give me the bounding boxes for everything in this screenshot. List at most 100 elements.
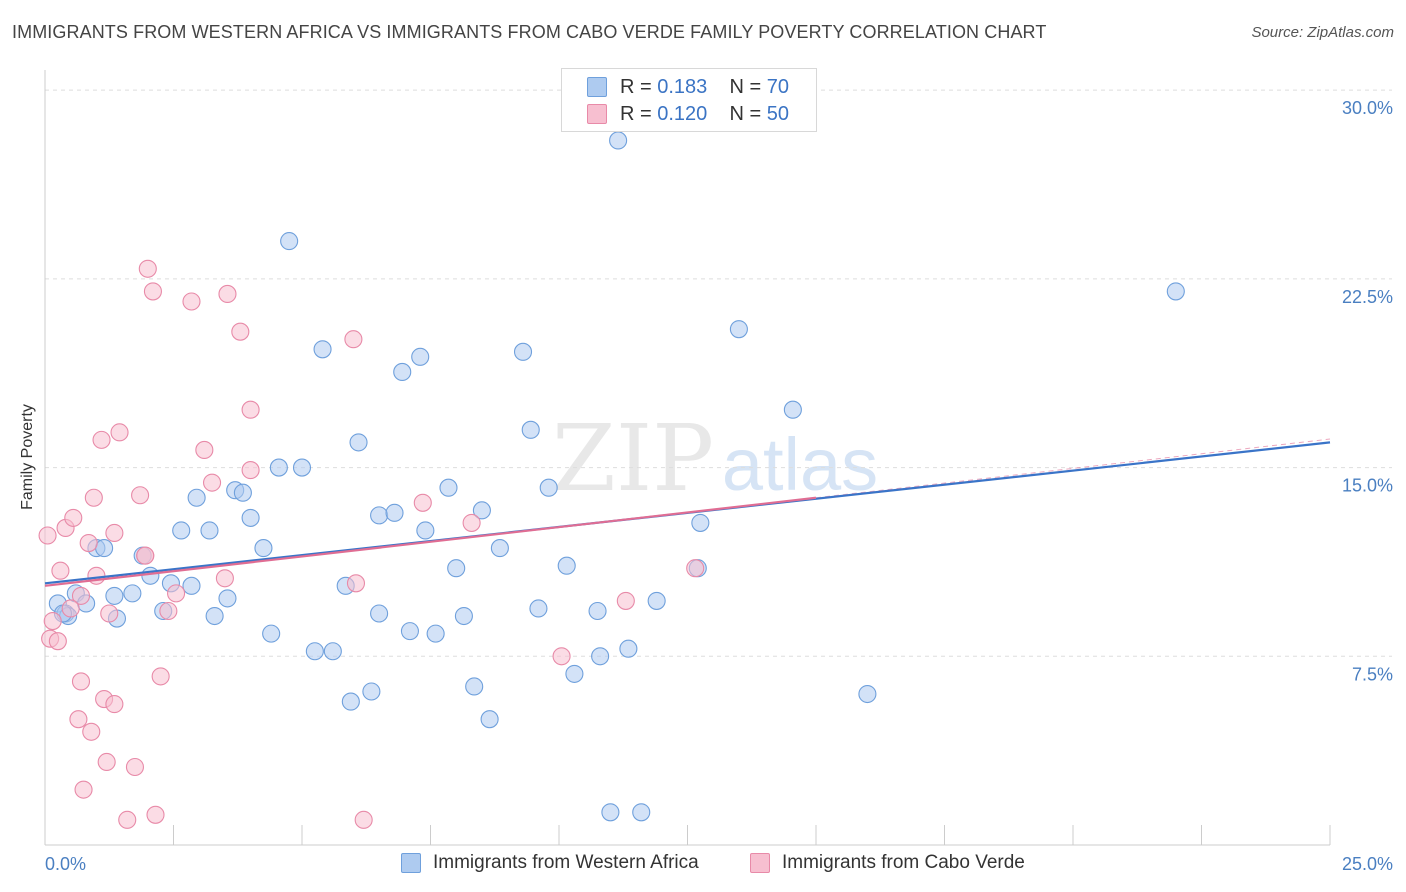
legend-label-western-africa: Immigrants from Western Africa [433, 852, 699, 873]
point-western-africa [370, 604, 389, 623]
point-cabo-verde [43, 612, 62, 631]
watermark-atlas: atlas [722, 423, 878, 506]
point-western-africa [647, 591, 666, 610]
y-tick-label: 30.0% [1342, 98, 1393, 118]
point-cabo-verde [344, 330, 363, 349]
point-western-africa [123, 584, 142, 603]
watermark: ZIP atlas [552, 405, 878, 512]
point-cabo-verde [552, 647, 571, 666]
legend-item-western-africa[interactable]: Immigrants from Western Africa [401, 852, 699, 874]
point-cabo-verde [71, 672, 91, 691]
point-western-africa [426, 624, 445, 643]
point-cabo-verde [203, 473, 222, 492]
point-cabo-verde [71, 586, 91, 605]
grid [45, 89, 1392, 657]
point-western-africa [454, 606, 473, 626]
point-cabo-verde [143, 282, 162, 301]
correlation-legend: R = 0.183 N = 70 R = 0.120 N = 50 [561, 68, 817, 132]
n-label: N = [729, 75, 762, 98]
point-western-africa [513, 342, 533, 361]
point-cabo-verde [38, 526, 57, 545]
legend-swatch-pink [587, 104, 607, 124]
n-value: 70 [766, 75, 790, 98]
point-western-africa [205, 606, 224, 626]
point-cabo-verde [151, 667, 170, 686]
point-western-africa [187, 488, 206, 507]
point-cabo-verde [82, 722, 101, 741]
point-cabo-verde [110, 423, 129, 442]
point-western-africa [632, 803, 651, 822]
point-western-africa [609, 131, 628, 150]
point-western-africa [601, 803, 620, 822]
legend-item-cabo-verde[interactable]: Immigrants from Cabo Verde [750, 852, 1025, 874]
point-western-africa [465, 677, 484, 696]
point-cabo-verde [74, 780, 93, 799]
point-western-africa [105, 586, 124, 605]
point-cabo-verde [159, 601, 178, 621]
point-western-africa [269, 458, 288, 477]
point-cabo-verde [125, 757, 144, 777]
point-western-africa [411, 347, 430, 366]
point-western-africa [858, 684, 877, 704]
point-western-africa [1166, 282, 1185, 301]
point-western-africa [341, 692, 360, 711]
trend-extension-cabo-verde [815, 438, 1331, 499]
point-western-africa [490, 539, 509, 558]
point-cabo-verde [105, 523, 124, 543]
point-cabo-verde [97, 752, 116, 772]
point-cabo-verde [241, 400, 260, 419]
point-western-africa [323, 642, 342, 661]
point-cabo-verde [346, 574, 366, 593]
point-western-africa [729, 320, 748, 339]
point-western-africa [349, 433, 368, 452]
point-western-africa [95, 539, 114, 558]
chart-title: IMMIGRANTS FROM WESTERN AFRICA VS IMMIGR… [12, 22, 1047, 42]
point-cabo-verde [100, 604, 119, 623]
point-cabo-verde [616, 591, 635, 610]
point-cabo-verde [69, 710, 88, 729]
point-cabo-verde [167, 584, 186, 603]
y-tick-label: 7.5% [1352, 664, 1393, 684]
point-western-africa [529, 599, 548, 618]
y-tick-label: 22.5% [1342, 287, 1393, 307]
point-western-africa [305, 642, 324, 661]
legend-swatch-blue [401, 853, 421, 873]
legend-swatch-pink [750, 853, 770, 873]
y-tick-label: 15.0% [1342, 476, 1393, 496]
point-cabo-verde [231, 322, 250, 341]
point-cabo-verde [48, 632, 67, 651]
point-cabo-verde [462, 513, 481, 532]
point-western-africa [362, 682, 381, 701]
legend-swatch-blue [587, 77, 607, 97]
point-cabo-verde [138, 259, 157, 278]
point-western-africa [280, 232, 299, 251]
point-cabo-verde [218, 284, 237, 303]
point-cabo-verde [51, 561, 70, 580]
point-cabo-verde [131, 486, 150, 505]
trend-line-cabo-verde [44, 496, 817, 587]
point-western-africa [370, 506, 389, 525]
point-western-africa [588, 601, 607, 621]
point-cabo-verde [64, 508, 83, 527]
point-western-africa [691, 513, 710, 532]
legend-row-western-africa: R = 0.183 N = 70 [587, 74, 790, 100]
point-western-africa [619, 639, 638, 658]
point-western-africa [557, 556, 576, 575]
r-value: 0.120 [657, 102, 708, 125]
point-cabo-verde [136, 546, 155, 565]
r-label: R = [620, 102, 652, 125]
point-western-africa [400, 622, 419, 641]
point-cabo-verde [61, 599, 80, 618]
point-western-africa [182, 576, 201, 595]
series-legend: Immigrants from Western Africa Immigrant… [0, 852, 1406, 878]
point-western-africa [241, 508, 260, 527]
point-cabo-verde [105, 695, 124, 714]
point-cabo-verde [686, 559, 705, 578]
point-western-africa [313, 340, 332, 359]
point-western-africa [539, 478, 558, 497]
trend-lines [44, 438, 1331, 587]
point-western-africa [233, 483, 252, 502]
point-western-africa [200, 521, 219, 540]
point-western-africa [292, 458, 312, 477]
